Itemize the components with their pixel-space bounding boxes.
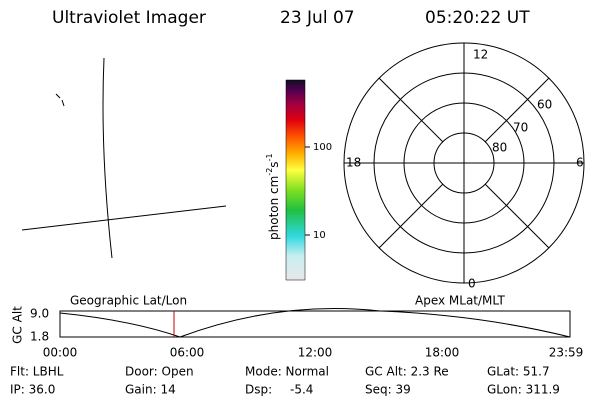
status-field: GC Alt: 2.3 Re [365, 365, 449, 379]
status-field: Mode: Normal [245, 365, 329, 379]
colorbar-label: photon cm-2s-1 [265, 153, 281, 240]
mlt-label: 18 [346, 156, 361, 170]
timeline-x-label: 06:00 [170, 346, 205, 360]
status-field: Flt: LBHL [10, 365, 64, 379]
lat-label: 60 [537, 98, 552, 112]
lat-label: 70 [513, 121, 528, 135]
unit: s [267, 161, 281, 167]
exponent: -2 [265, 168, 274, 176]
colorbar [285, 79, 306, 281]
status-field: Door: Open [125, 365, 194, 379]
time: 05:20:22 UT [425, 8, 530, 28]
geo-map [21, 57, 227, 259]
colorbar-tick-label: 100 [313, 142, 332, 153]
instrument: Ultraviolet Imager [52, 8, 206, 28]
lat-label: 80 [492, 141, 507, 155]
status-field: Dsp: [245, 383, 272, 397]
timeline-x-label: 18:00 [425, 346, 460, 360]
polar-plot [343, 42, 585, 284]
altitude-curve [59, 308, 571, 338]
mlt-label: 0 [468, 277, 476, 291]
timeline-y-label: 1.8 [30, 330, 49, 344]
status-field: GLat: 51.7 [487, 365, 550, 379]
timeline-y-label: 9.0 [30, 307, 49, 321]
timeline-x-label: 12:00 [298, 346, 333, 360]
timeline-x-label: 23:59 [549, 346, 584, 360]
unit: photon cm [267, 176, 281, 240]
mlt-label: 12 [473, 48, 488, 62]
date: 23 Jul 07 [280, 8, 355, 28]
timeline-axis-label: GC Alt [11, 306, 25, 344]
timeline-box [59, 310, 571, 338]
status-field: Gain: 14 [125, 383, 176, 397]
timeline-title: Geographic Lat/Lon [70, 294, 187, 308]
dsp-value: -5.4 [290, 383, 313, 397]
exponent: -1 [265, 153, 274, 161]
status-field: GLon: 311.9 [487, 383, 560, 397]
timeline-x-label: 00:00 [43, 346, 78, 360]
status-field: IP: 36.0 [10, 383, 55, 397]
status-field: Seq: 39 [365, 383, 411, 397]
colorbar-tick-label: 10 [313, 230, 326, 241]
footer: Flt: LBHL Door: Open Mode: Normal GC Alt: 2… [10, 365, 560, 397]
timeline-title: Apex MLat/MLT [415, 294, 505, 308]
mlt-label: 6 [576, 156, 584, 170]
